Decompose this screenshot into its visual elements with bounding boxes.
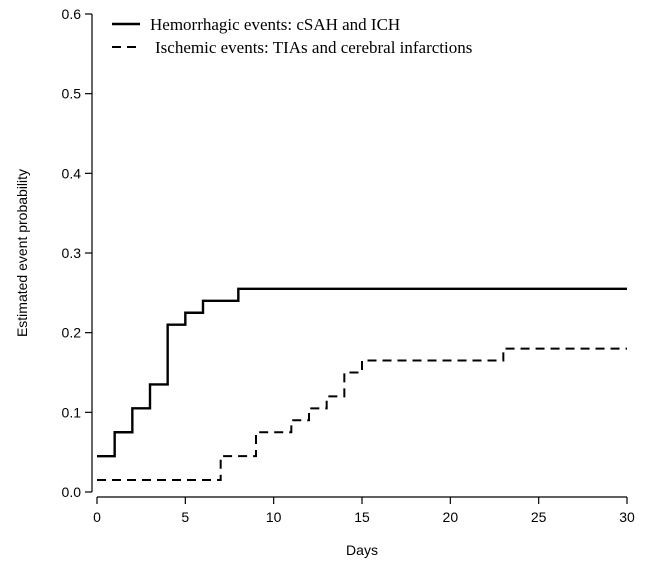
y-axis-title: Estimated event probability bbox=[14, 169, 30, 337]
x-tick-label: 15 bbox=[354, 509, 370, 525]
y-tick-label: 0.5 bbox=[62, 86, 82, 102]
x-tick-label: 5 bbox=[181, 509, 189, 525]
hemorrhagic-series-line bbox=[97, 287, 627, 458]
ticks: 0.0 0.1 0.2 0.3 0.4 0.5 0.6 0 5 10 15 20 25 30 bbox=[62, 6, 635, 525]
y-tick-label: 0.0 bbox=[62, 484, 82, 500]
x-tick-label: 25 bbox=[531, 509, 547, 525]
y-tick-label: 0.3 bbox=[62, 245, 82, 261]
y-tick-label: 0.6 bbox=[62, 6, 82, 22]
x-axis-title: Days bbox=[346, 542, 378, 558]
legend-label: Ischemic events: TIAs and cerebral infar… bbox=[155, 38, 472, 57]
y-tick-label: 0.1 bbox=[62, 404, 82, 420]
y-tick-label: 0.4 bbox=[62, 165, 82, 181]
ischemic-series-line bbox=[97, 347, 627, 482]
legend: Hemorrhagic events: cSAH and ICH Ischemic… bbox=[112, 15, 472, 57]
x-tick-label: 20 bbox=[443, 509, 459, 525]
series-lines bbox=[97, 287, 627, 482]
x-tick-label: 0 bbox=[93, 509, 101, 525]
y-tick-label: 0.2 bbox=[62, 325, 82, 341]
x-tick-label: 30 bbox=[619, 509, 635, 525]
legend-label: Hemorrhagic events: cSAH and ICH bbox=[150, 15, 400, 34]
axes bbox=[91, 14, 627, 498]
x-tick-label: 10 bbox=[266, 509, 282, 525]
